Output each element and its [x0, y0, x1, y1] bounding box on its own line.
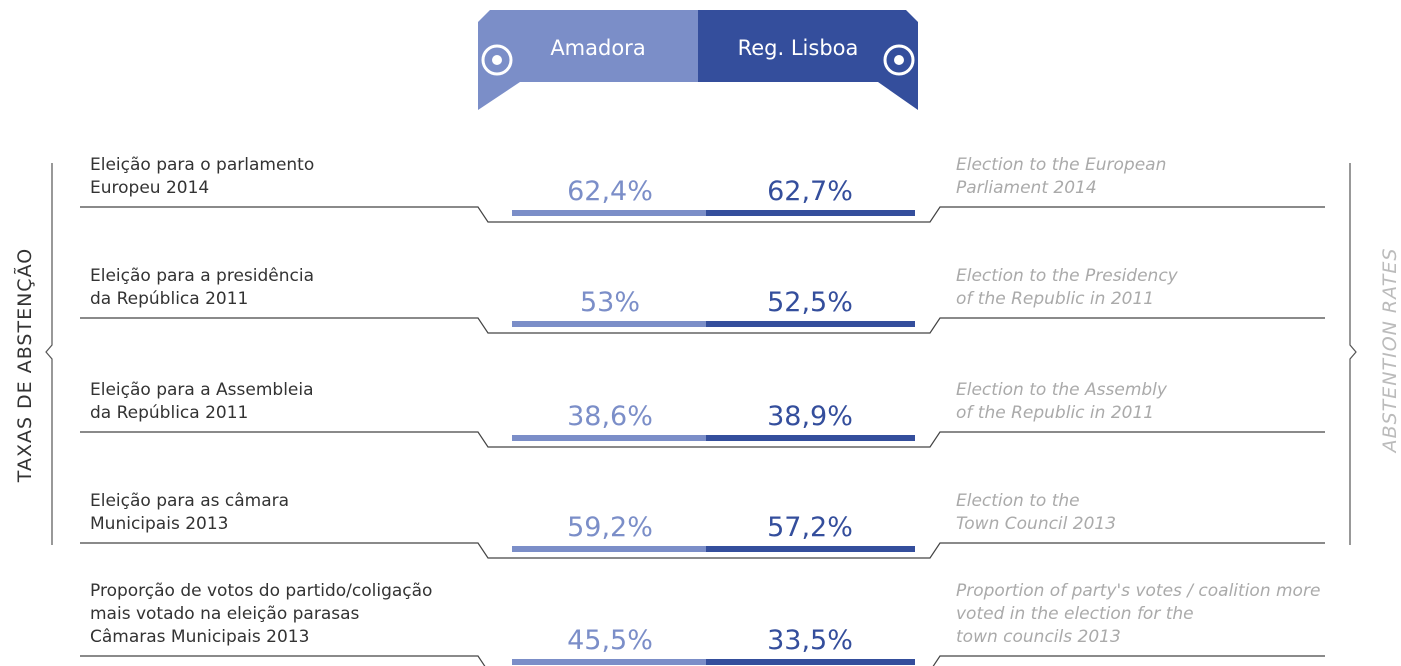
label-en: Proportion of party's votes / coalition … — [956, 581, 1320, 601]
underline-amadora — [512, 210, 706, 216]
label-pt: Eleição para as câmara — [90, 491, 289, 511]
value-lisboa: 57,2% — [767, 512, 853, 543]
label-en: Election to the — [956, 491, 1080, 511]
pin — [481, 44, 513, 76]
label-en: of the Republic in 2011 — [956, 403, 1154, 423]
label-pt: Câmaras Municipais 2013 — [90, 627, 309, 647]
label-en: Town Council 2013 — [956, 514, 1116, 534]
tab-label: Amadora — [550, 36, 645, 60]
side-label-pt: TAXAS DE ABSTENÇÃO — [13, 248, 36, 483]
row-line — [80, 542, 1325, 559]
label-en: Election to the European — [956, 155, 1166, 175]
label-pt: Eleição para o parlamento — [90, 155, 314, 175]
row-line — [80, 431, 1325, 448]
underline-amadora — [512, 659, 706, 665]
label-pt: Europeu 2014 — [90, 178, 209, 198]
row-line — [80, 317, 1325, 334]
label-pt: Proporção de votos do partido/coligação — [90, 581, 432, 601]
label-pt: Eleição para a Assembleia — [90, 380, 314, 400]
label-en: voted in the election for the — [956, 604, 1194, 624]
row-line — [80, 206, 1325, 223]
underline-amadora — [512, 321, 706, 327]
value-lisboa: 33,5% — [767, 625, 853, 656]
tab-amadora — [478, 10, 698, 110]
pin-dot — [894, 55, 904, 65]
value-lisboa: 38,9% — [767, 401, 853, 432]
pin — [883, 44, 915, 76]
underline-lisboa — [706, 546, 915, 552]
underline-lisboa — [706, 210, 915, 216]
label-pt: da República 2011 — [90, 403, 248, 423]
row-line — [80, 655, 1325, 666]
value-amadora: 38,6% — [567, 401, 653, 432]
label-en: town councils 2013 — [956, 627, 1121, 647]
label-en: of the Republic in 2011 — [956, 289, 1154, 309]
value-lisboa: 52,5% — [767, 287, 853, 318]
label-en: Parliament 2014 — [956, 178, 1097, 198]
label-en: Election to the Presidency — [956, 266, 1179, 286]
tab-lisboa — [698, 10, 918, 110]
underline-lisboa — [706, 659, 915, 665]
underline-amadora — [512, 435, 706, 441]
label-pt: Municipais 2013 — [90, 514, 228, 534]
side-label-en: ABSTENTION RATES — [1379, 248, 1401, 455]
label-en: Election to the Assembly — [956, 380, 1168, 400]
label-pt: Eleição para a presidência — [90, 266, 314, 286]
value-amadora: 45,5% — [567, 625, 653, 656]
left-brace — [45, 163, 53, 545]
value-amadora: 62,4% — [567, 176, 653, 207]
underline-lisboa — [706, 321, 915, 327]
value-amadora: 59,2% — [567, 512, 653, 543]
value-lisboa: 62,7% — [767, 176, 853, 207]
right-brace — [1349, 163, 1357, 545]
label-pt: mais votado na eleição parasas — [90, 604, 360, 624]
pin-dot — [492, 55, 502, 65]
value-amadora: 53% — [580, 287, 640, 318]
underline-amadora — [512, 546, 706, 552]
underline-lisboa — [706, 435, 915, 441]
label-pt: da República 2011 — [90, 289, 248, 309]
tab-label: Reg. Lisboa — [738, 36, 859, 60]
